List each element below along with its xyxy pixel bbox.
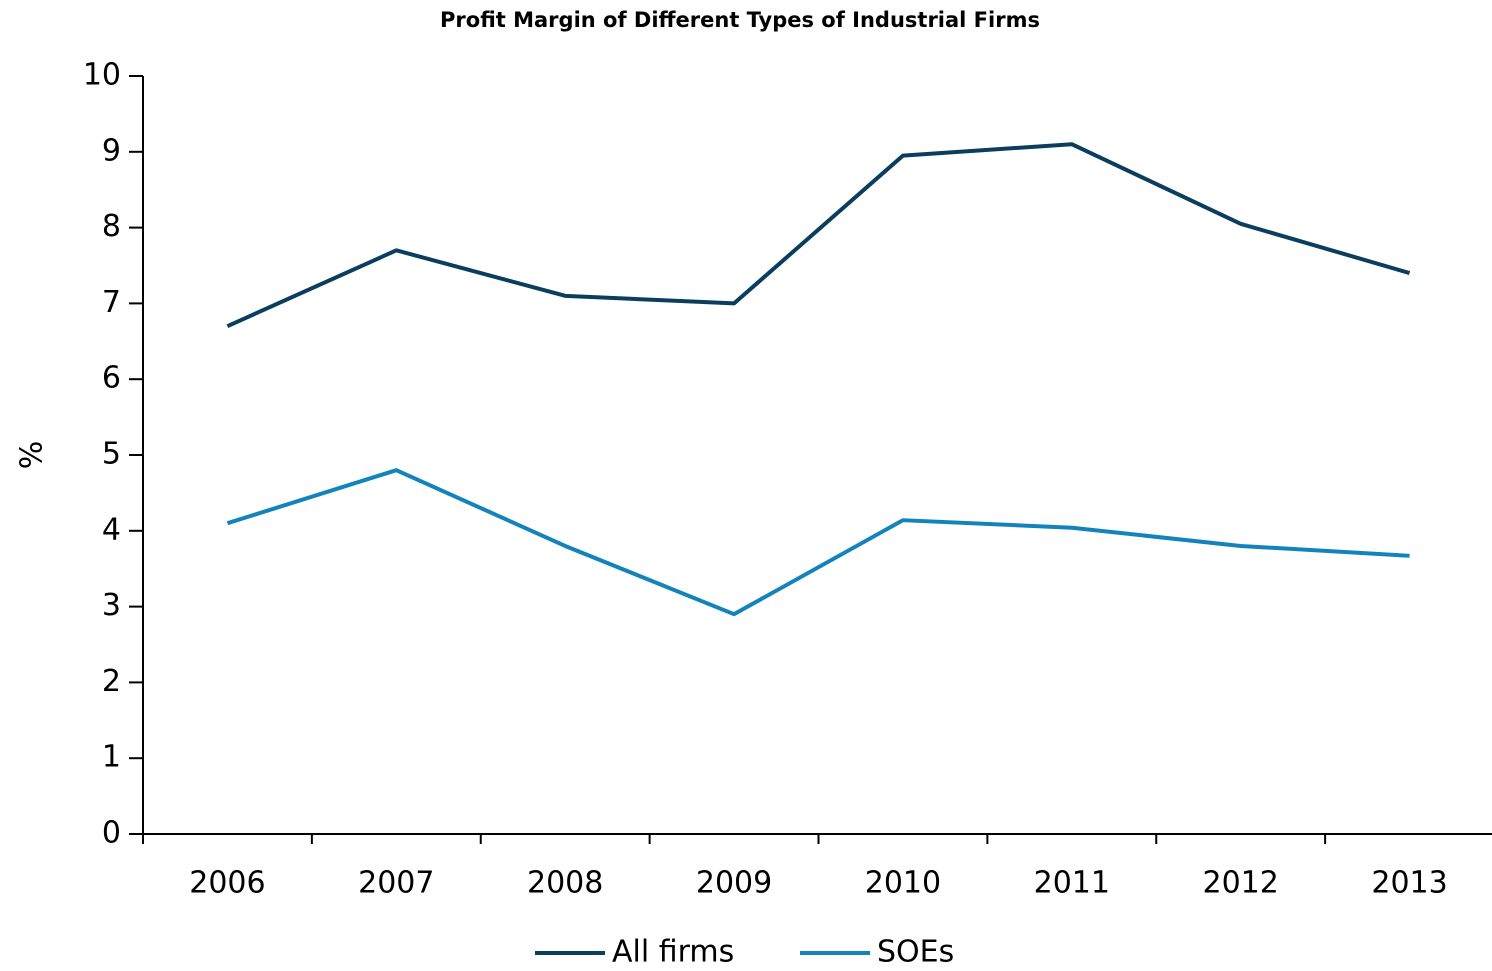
y-tick-label: 8 [102, 209, 121, 244]
y-tick-label: 0 [102, 816, 121, 851]
chart-title: Profit Margin of Different Types of Indu… [440, 8, 1040, 32]
y-tick-label: 10 [83, 58, 121, 93]
y-tick-label: 4 [102, 512, 121, 547]
y-tick-label: 7 [102, 285, 121, 320]
y-tick-label: 3 [102, 588, 121, 623]
x-tick-label: 2011 [1034, 866, 1110, 901]
y-tick-label: 9 [102, 133, 121, 168]
legend-label: All firms [612, 935, 734, 970]
y-tick-label: 6 [102, 361, 121, 396]
series-line [226, 468, 1410, 617]
series-line [226, 142, 1411, 328]
y-axis-label: % [15, 441, 50, 470]
x-tick-label: 2009 [696, 866, 772, 901]
x-tick-label: 2012 [1203, 866, 1279, 901]
y-tick-label: 1 [102, 740, 121, 775]
x-tick-label: 2008 [527, 866, 603, 901]
y-tick-label: 2 [102, 664, 121, 699]
x-tick-label: 2006 [189, 866, 265, 901]
x-tick-label: 2007 [358, 866, 434, 901]
y-tick-label: 5 [102, 437, 121, 472]
x-tick-label: 2010 [865, 866, 941, 901]
x-tick-label: 2013 [1371, 866, 1447, 901]
legend-label: SOEs [877, 935, 954, 970]
